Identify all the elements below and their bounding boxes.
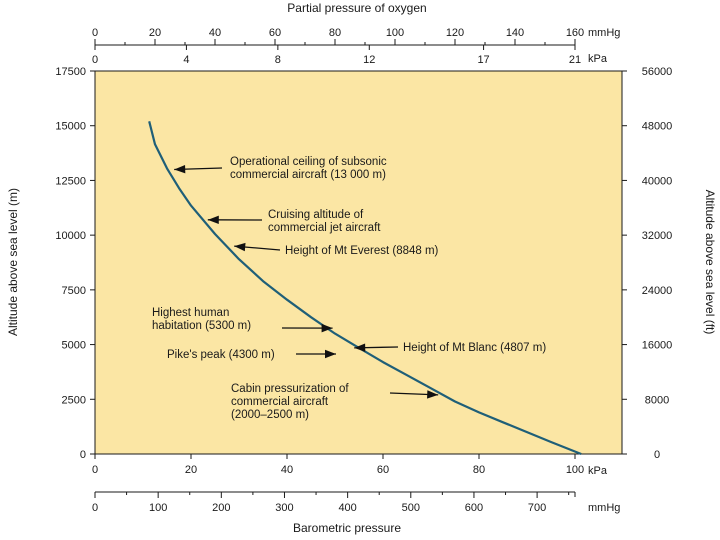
left-axis-tick-label: 2500 xyxy=(62,394,86,406)
annotation-arrow-head xyxy=(174,164,186,174)
left-axis-tick-label: 12500 xyxy=(55,175,86,187)
top-mmhg-tick-label: 20 xyxy=(149,27,161,39)
left-axis-tick-label: 10000 xyxy=(55,230,86,242)
bottom-mmhg-tick-label: 200 xyxy=(212,502,230,514)
right-axis-tick-label: 24000 xyxy=(642,285,673,297)
annotation-label: Highest human habitation (5300 m) xyxy=(152,307,251,332)
top-mmhg-unit: mmHg xyxy=(588,27,620,39)
annotation-line: Highest human xyxy=(152,307,229,319)
bottom-kpa-tick-label: 40 xyxy=(281,464,293,476)
right-axis-title: Altitude above sea level (ft) xyxy=(703,190,717,335)
pikes-peak-arrow-head xyxy=(325,349,336,359)
annotation-label: Pike's peak (4300 m) xyxy=(167,349,275,361)
annotation-line: Height of Mt Blanc (4807 m) xyxy=(403,342,546,354)
right-axis-tick-label: 32000 xyxy=(642,230,673,242)
bottom-mmhg-tick-label: 0 xyxy=(92,502,98,514)
top-mmhg-tick-label: 0 xyxy=(92,27,98,39)
annotation-line: Cruising altitude of xyxy=(268,209,364,221)
right-axis-tick-label: 16000 xyxy=(642,340,673,352)
top-mmhg-tick-label: 80 xyxy=(329,27,341,39)
bottom-kpa-tick-label: 60 xyxy=(377,464,389,476)
left-axis-tick-label: 7500 xyxy=(62,285,86,297)
annotation-arrow-head xyxy=(354,343,366,352)
annotation-arrow-head xyxy=(234,242,246,252)
right-axis-tick-label: 40000 xyxy=(642,175,673,187)
left-axis-tick-label: 17500 xyxy=(55,66,86,78)
plot-area xyxy=(94,70,623,455)
annotation-label: Height of Mt Blanc (4807 m) xyxy=(403,342,546,354)
top-kpa-tick-label: 17 xyxy=(477,54,489,66)
annotation-line: Height of Mt Everest (8848 m) xyxy=(285,245,439,257)
bottom-kpa-unit: kPa xyxy=(588,465,608,477)
annotation-line: commercial aircraft (13 000 m) xyxy=(230,169,386,181)
annotation-line: Pike's peak (4300 m) xyxy=(167,349,275,361)
annotation-line: habitation (5300 m) xyxy=(152,320,251,332)
bottom-mmhg-tick-label: 400 xyxy=(338,502,356,514)
left-axis-tick-label: 5000 xyxy=(62,340,86,352)
top-kpa-unit: kPa xyxy=(588,53,608,65)
altitude-pressure-curve xyxy=(148,121,582,456)
top-mmhg-tick-label: 100 xyxy=(386,27,404,39)
annotation-line: Operational ceiling of subsonic xyxy=(230,156,387,168)
bottom-kpa-tick-label: 80 xyxy=(473,464,485,476)
left-axis-tick-label: 0 xyxy=(80,449,86,461)
top-kpa-tick-label: 8 xyxy=(275,54,281,66)
annotation-label: Operational ceiling of subsonic commercia… xyxy=(230,156,387,181)
top-mmhg-tick-label: 60 xyxy=(269,27,281,39)
annotation-arrow-head xyxy=(321,323,333,333)
top-kpa-tick-label: 4 xyxy=(183,54,189,66)
annotation-line: commercial jet aircraft xyxy=(268,222,381,234)
bottom-mmhg-tick-label: 300 xyxy=(275,502,293,514)
annotation-label: Cabin pressurization of commercial aircra… xyxy=(231,383,349,421)
top-axis-title: Partial pressure of oxygen xyxy=(287,1,426,15)
bottom-mmhg-tick-label: 700 xyxy=(528,502,546,514)
bottom-kpa-tick-label: 100 xyxy=(566,464,584,476)
bottom-kpa-tick-label: 0 xyxy=(92,464,98,476)
bottom-mmhg-tick-label: 500 xyxy=(402,502,420,514)
annotation-arrow-head xyxy=(207,215,219,225)
top-kpa-tick-label: 12 xyxy=(363,54,375,66)
top-mmhg-tick-label: 160 xyxy=(566,27,584,39)
right-axis-tick-label: 8000 xyxy=(645,394,669,406)
top-mmhg-tick-label: 40 xyxy=(209,27,221,39)
annotation-arrow-head xyxy=(427,390,439,399)
bottom-mmhg-tick-label: 100 xyxy=(149,502,167,514)
top-kpa-tick-label: 21 xyxy=(569,54,581,66)
annotation-label: Cruising altitude of commercial jet aircr… xyxy=(268,209,381,234)
annotation-line: (2000–2500 m) xyxy=(231,409,309,421)
annotation-line: Cabin pressurization of xyxy=(231,383,349,395)
right-axis-tick-label: 48000 xyxy=(642,121,673,133)
left-axis-title: Altitude above sea level (m) xyxy=(6,188,20,336)
right-axis-tick-label: 0 xyxy=(654,449,660,461)
top-kpa-tick-label: 0 xyxy=(92,54,98,66)
bottom-mmhg-tick-label: 600 xyxy=(465,502,483,514)
top-mmhg-tick-label: 120 xyxy=(446,27,464,39)
left-axis-tick-label: 15000 xyxy=(55,121,86,133)
bottom-axis-title: Barometric pressure xyxy=(293,521,401,535)
top-mmhg-tick-label: 140 xyxy=(506,27,524,39)
annotation-line: commercial aircraft xyxy=(231,396,329,408)
bottom-mmhg-unit: mmHg xyxy=(588,502,620,514)
bottom-kpa-tick-label: 20 xyxy=(185,464,197,476)
annotation-label: Height of Mt Everest (8848 m) xyxy=(285,245,439,257)
right-axis-tick-label: 56000 xyxy=(642,66,673,78)
